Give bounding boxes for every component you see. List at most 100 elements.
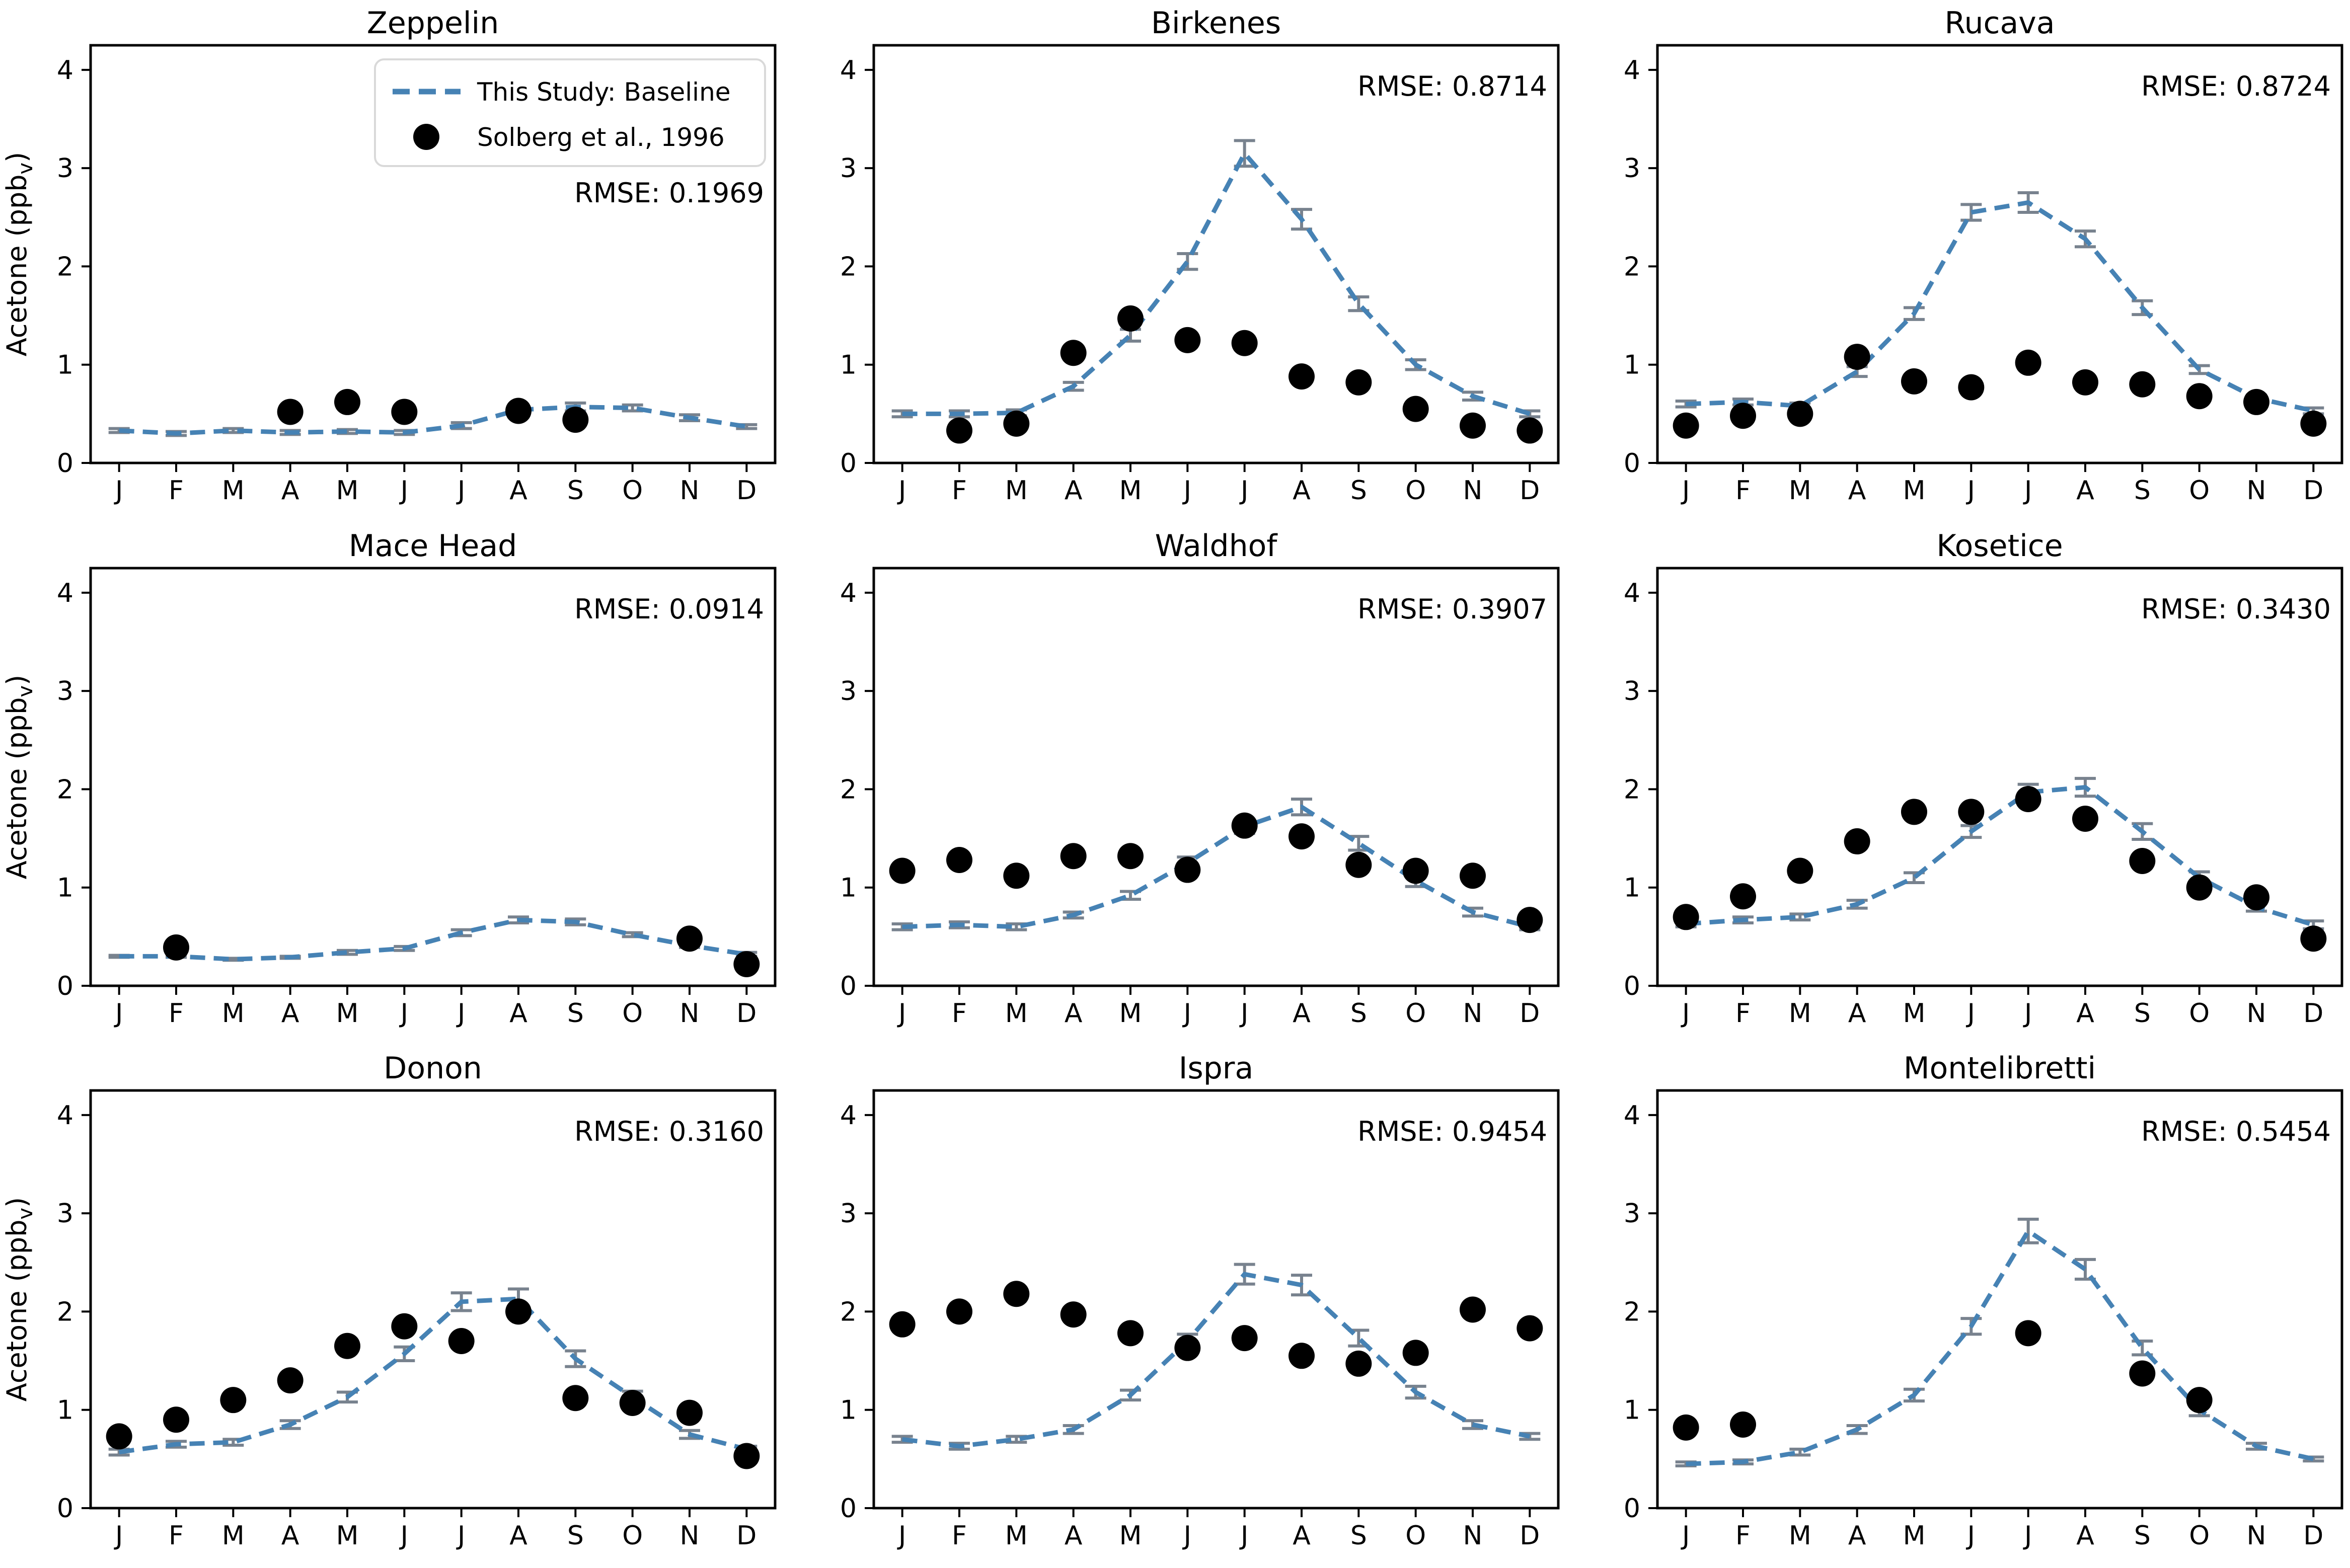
axes-box — [872, 44, 1560, 464]
solberg-dot — [505, 398, 532, 424]
solberg-dot — [1288, 823, 1315, 849]
x-tick-label: N — [2246, 1521, 2266, 1551]
solberg-dot — [391, 1313, 418, 1340]
x-tick-label: J — [1182, 1521, 1191, 1551]
x-tick-label: A — [1848, 1521, 1866, 1551]
x-tick-label: A — [1293, 998, 1311, 1029]
y-axis-label: Acetone (ppbv) — [1, 152, 37, 356]
y-axis-label: Acetone (ppbv) — [1, 674, 37, 879]
y-tick-label: 1 — [840, 350, 857, 380]
legend-label-solberg: Solberg et al., 1996 — [477, 123, 725, 152]
solberg-dot — [2186, 383, 2213, 410]
solberg-dot — [2129, 847, 2155, 874]
legend-box — [374, 58, 766, 167]
x-tick-label: M — [1005, 1521, 1028, 1551]
solberg-dot — [505, 1298, 532, 1325]
subplot-montelibretti: Montelibretti 0 1 2 3 4 J F M A M J J A S O N D RMSE: 0.54… — [1567, 1045, 2350, 1568]
x-tick-label: J — [1681, 998, 1690, 1029]
x-tick-label: A — [509, 1521, 527, 1551]
x-tick-label: J — [2023, 998, 2032, 1029]
error-bars — [1675, 776, 2324, 930]
solberg-dot — [1174, 1335, 1201, 1361]
baseline-line — [902, 804, 1531, 929]
panel-title: Ispra — [1179, 1051, 1253, 1086]
x-tick-label: A — [1848, 476, 1866, 506]
x-tick-label: M — [336, 1521, 359, 1551]
x-tick-label: M — [222, 1521, 245, 1551]
x-tick-label: F — [952, 1521, 967, 1551]
solberg-dot — [889, 1311, 916, 1338]
solberg-dot — [1060, 842, 1087, 869]
x-tick-label: S — [567, 998, 584, 1029]
x-tick-label: F — [952, 476, 967, 506]
y-tick-label: 1 — [840, 873, 857, 903]
y-tick-label: 0 — [840, 1494, 857, 1524]
x-tick-label: A — [281, 998, 299, 1029]
x-tick-label: A — [2076, 476, 2094, 506]
solberg-dot — [1517, 417, 1543, 444]
baseline-line — [1686, 1228, 2314, 1466]
y-tick-label: 4 — [1624, 55, 1640, 86]
x-tick-label: D — [2303, 1521, 2323, 1551]
y-tick-label: 1 — [57, 873, 73, 903]
y-tick-label: 2 — [1624, 1297, 1640, 1327]
x-tick-label: D — [1520, 998, 1540, 1029]
axes-box — [1656, 567, 2343, 987]
solberg-dot — [2015, 786, 2041, 812]
x-tick-label: D — [736, 476, 756, 506]
solberg-dot — [1117, 305, 1144, 332]
solberg-dot — [2243, 884, 2269, 910]
error-bars — [891, 797, 1541, 931]
y-tick-label: 2 — [1624, 252, 1640, 282]
chart-svg: Birkenes 0 1 2 3 4 J F M A M J J A S O N D RMSE: 0.8714 — [840, 6, 1560, 506]
error-bars — [891, 139, 1541, 419]
rmse-label: RMSE: 0.8724 — [2141, 70, 2331, 102]
axes-box — [89, 567, 777, 987]
subplot-zeppelin: Zeppelin 0 1 2 3 4 J F M A M J J A S O N D Acetone (ppbv) T… — [0, 0, 783, 523]
y-tick-label: 4 — [840, 55, 857, 86]
chart-svg: Zeppelin 0 1 2 3 4 J F M A M J J A S O N D Acetone (ppbv) T… — [1, 6, 777, 506]
x-tick-label: M — [1788, 1521, 1811, 1551]
solberg-dot — [733, 1443, 760, 1469]
solberg-dot — [2129, 371, 2155, 398]
x-tick-label: A — [2076, 1521, 2094, 1551]
x-tick-label: J — [1239, 998, 1248, 1029]
x-tick-label: S — [1350, 1521, 1367, 1551]
rmse-label: RMSE: 0.8714 — [1357, 70, 1547, 102]
solberg-dot — [1517, 906, 1543, 933]
y-tick-label: 4 — [57, 1101, 73, 1131]
solberg-dot — [619, 1390, 646, 1417]
y-tick-label: 4 — [1624, 578, 1640, 608]
x-tick-label: D — [1520, 476, 1540, 506]
y-tick-label: 1 — [1624, 1395, 1640, 1426]
y-tick-label: 2 — [840, 252, 857, 282]
solberg-dots — [889, 812, 1543, 933]
solberg-dots — [889, 1281, 1543, 1377]
y-tick-label: 4 — [840, 1101, 857, 1131]
subplot-ispra: Ispra 0 1 2 3 4 J F M A M J J A S O N D RMSE: 0.9454 — [783, 1045, 1566, 1568]
x-tick-label: M — [1119, 1521, 1142, 1551]
solberg-dot — [1517, 1315, 1543, 1342]
x-tick-label: D — [736, 998, 756, 1029]
x-tick-label: O — [622, 476, 643, 506]
x-tick-label: N — [680, 1521, 700, 1551]
x-tick-label: S — [567, 1521, 584, 1551]
solberg-dot — [106, 1423, 132, 1450]
panel-title: Kosetice — [1936, 528, 2063, 564]
y-tick-label: 0 — [57, 448, 73, 479]
solberg-dot — [1957, 374, 1984, 401]
solberg-dot — [676, 925, 703, 952]
solberg-dots — [1673, 1320, 2213, 1441]
y-tick-label: 3 — [1624, 153, 1640, 184]
y-tick-label: 3 — [1624, 676, 1640, 707]
y-tick-label: 2 — [1624, 774, 1640, 805]
subplot-birkenes: Birkenes 0 1 2 3 4 J F M A M J J A S O N D RMSE: 0.8714 — [783, 0, 1566, 523]
chart-svg: Ispra 0 1 2 3 4 J F M A M J J A S O N D RMSE: 0.9454 — [840, 1051, 1560, 1551]
x-tick-label: J — [114, 1521, 123, 1551]
x-tick-label: A — [2076, 998, 2094, 1029]
panel-title: Birkenes — [1151, 6, 1281, 41]
x-tick-label: S — [2134, 476, 2150, 506]
x-tick-label: O — [2189, 476, 2210, 506]
x-tick-label: A — [509, 998, 527, 1029]
y-tick-label: 0 — [57, 971, 73, 1001]
